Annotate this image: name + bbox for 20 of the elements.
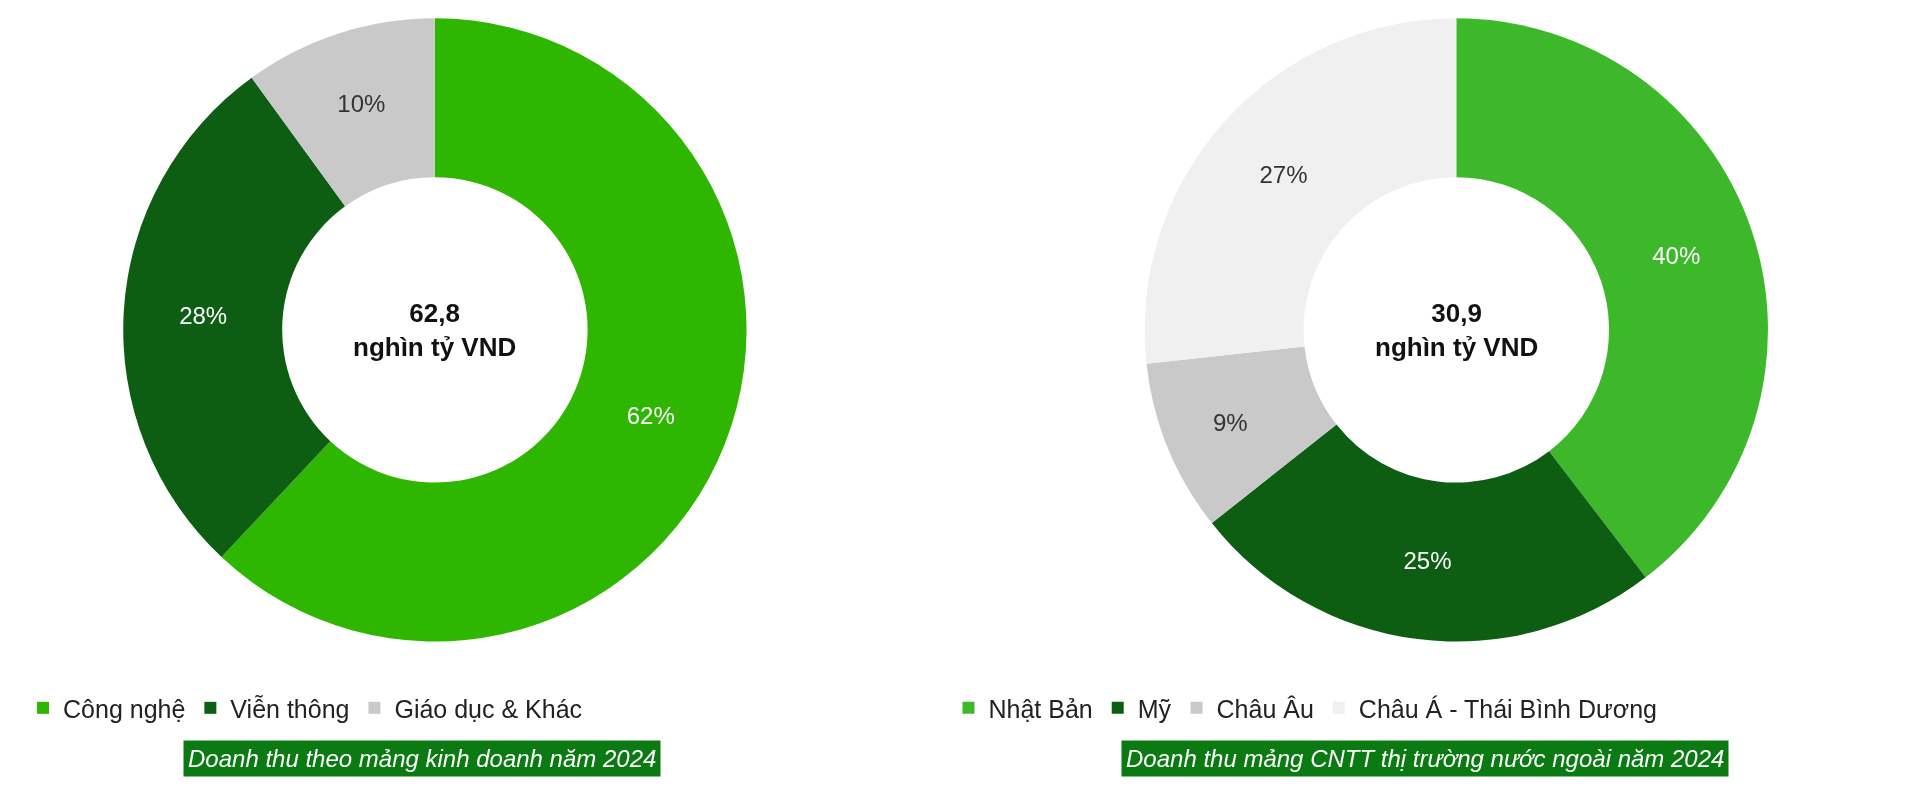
data-label: 25%	[1403, 546, 1452, 574]
legend-label: Mỹ	[1137, 694, 1172, 723]
text: 62,8 nghìn tỷ VND	[353, 298, 517, 362]
donut-slice	[1146, 346, 1337, 524]
legend-label: Nhật Bản	[988, 694, 1093, 723]
data-label: 62%	[626, 401, 675, 429]
data-label: 10%	[337, 89, 386, 117]
text: Doanh thu theo mảng kinh doanh năm 2024	[188, 745, 657, 772]
donut-slice	[251, 18, 435, 207]
legend-label: Viễn thông	[230, 694, 350, 723]
legend-label: Công nghệ	[63, 694, 186, 723]
data-label: 28%	[179, 301, 228, 329]
data-label: 9%	[1213, 408, 1248, 436]
text: Doanh thu mảng CNTT thị trường nước ngoài năm 2024	[1126, 745, 1725, 772]
data-label: 40%	[1652, 241, 1701, 269]
legend-label: Châu Âu	[1216, 694, 1314, 723]
legend-label: Giáo dục & Khác	[394, 694, 583, 723]
text: 30,9 nghìn tỷ VND	[1375, 298, 1539, 362]
data-label: 27%	[1259, 161, 1308, 189]
legend-label: Châu Á - Thái Bình Dương	[1358, 694, 1657, 723]
